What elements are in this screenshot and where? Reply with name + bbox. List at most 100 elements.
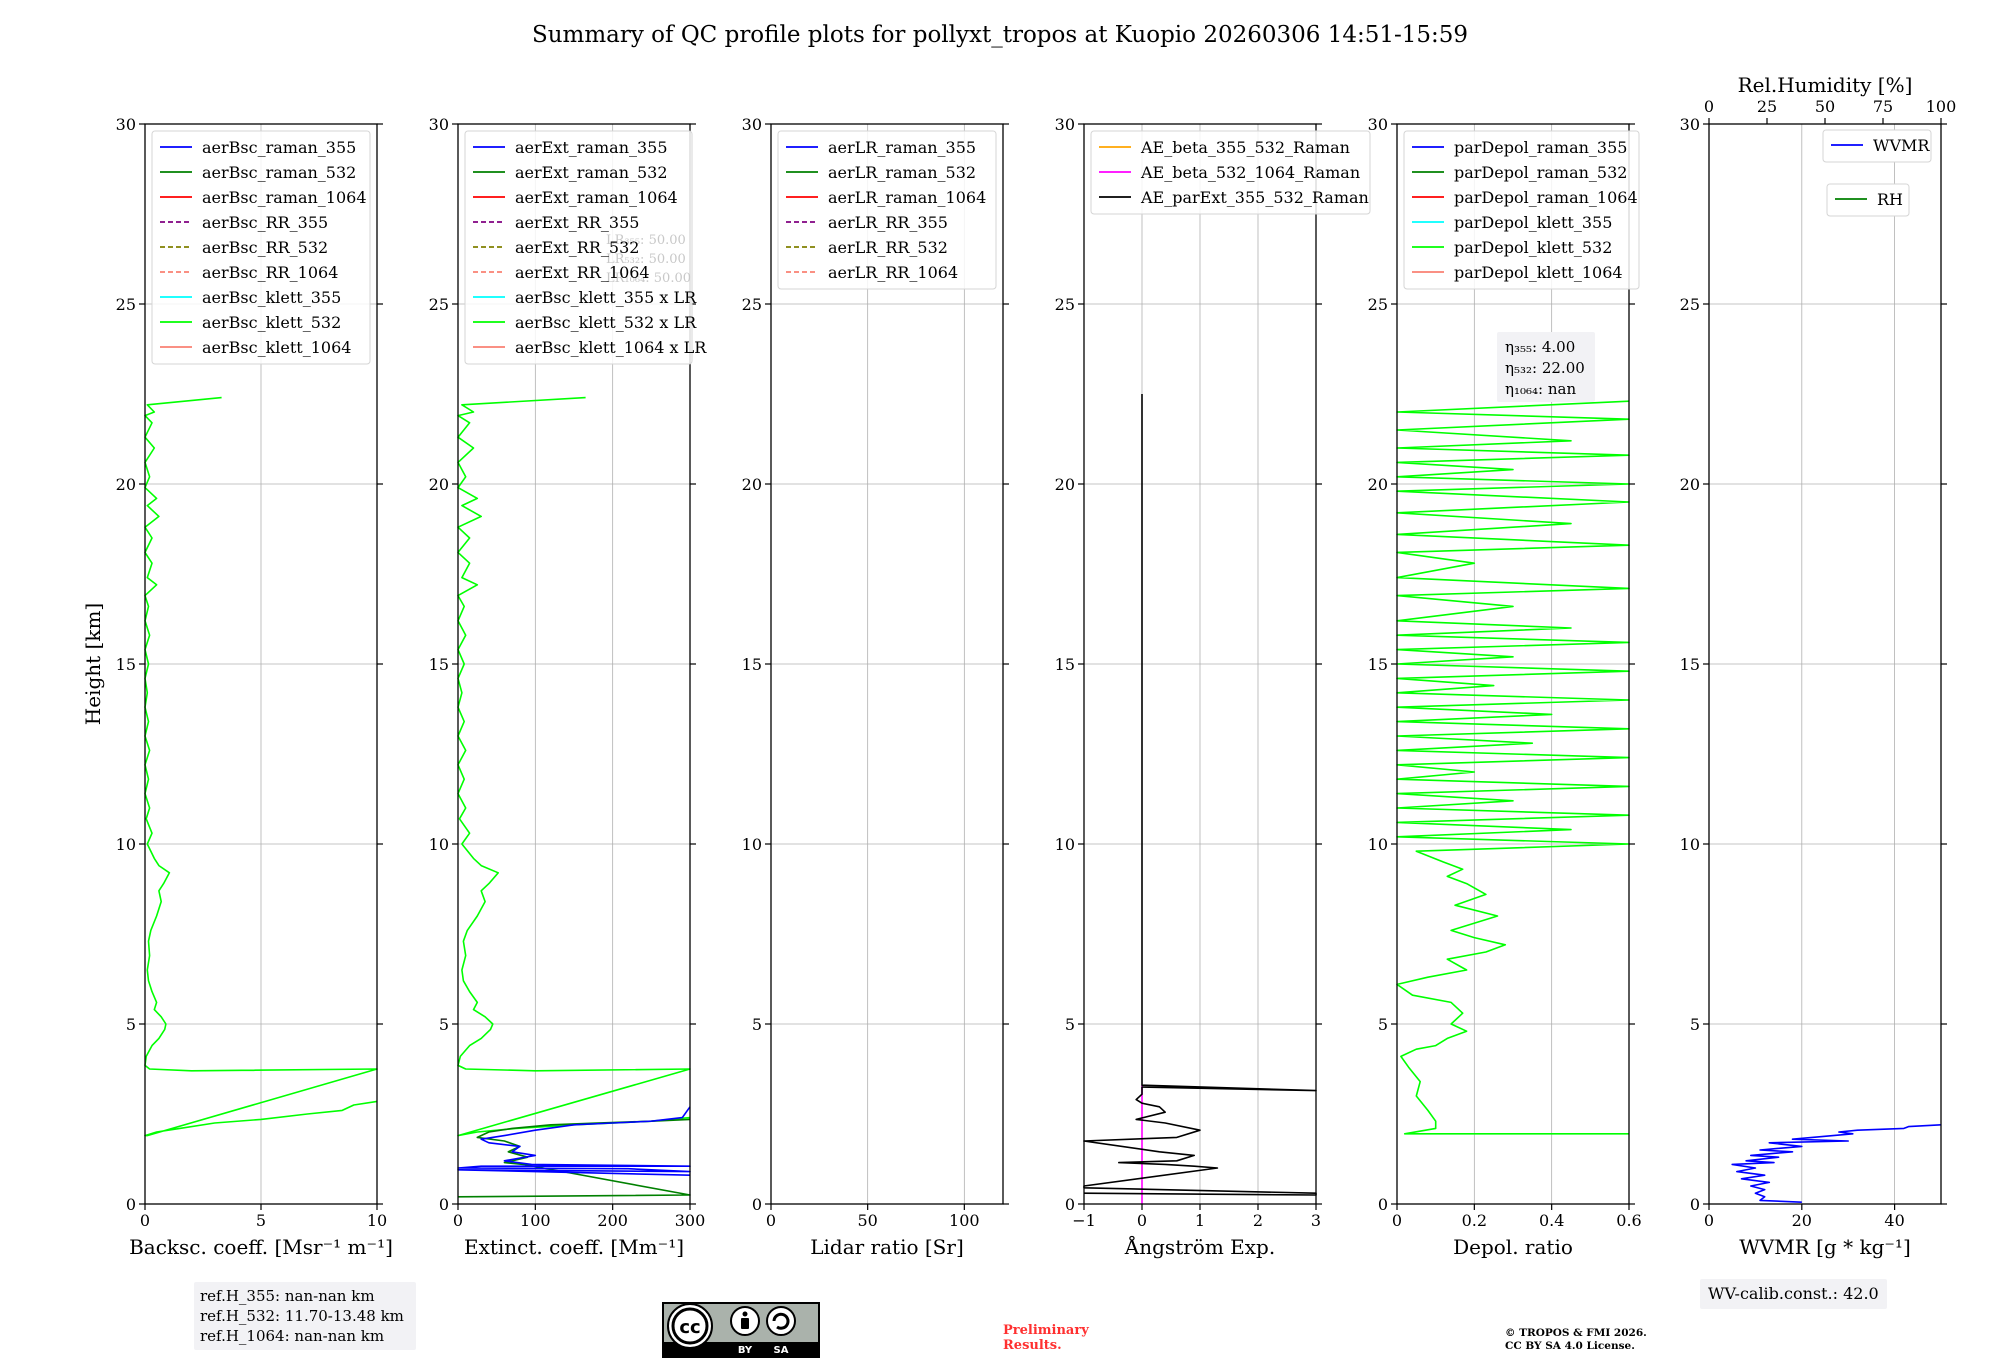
panel-1 <box>139 123 383 1210</box>
panel-4 <box>1078 123 1371 1210</box>
preliminary-results-note: Preliminary Results. <box>1003 1323 1089 1353</box>
legend-box <box>1403 130 1640 290</box>
legend-label: parDepol_raman_355 <box>1454 138 1627 157</box>
y-tick-label: 15 <box>742 655 762 674</box>
x-tick-label: −1 <box>1072 1211 1096 1230</box>
panel-6 <box>1703 118 1947 1210</box>
legend-label: aerLR_RR_1064 <box>828 263 958 282</box>
x-axis-label: Backsc. coeff. [Msr⁻¹ m⁻¹] <box>129 1235 393 1259</box>
y-tick-label: 25 <box>116 295 136 314</box>
legend-label: aerExt_raman_532 <box>515 163 668 182</box>
y-tick-label: 10 <box>1680 835 1700 854</box>
legend-label: AE_beta_532_1064_Raman <box>1140 163 1360 182</box>
x-tick-label: 300 <box>675 1211 706 1230</box>
legend-label: AE_parExt_355_532_Raman <box>1140 188 1369 207</box>
legend-label: aerBsc_klett_355 x LR <box>515 288 697 307</box>
y-tick-label: 5 <box>752 1015 762 1034</box>
legend-label: aerBsc_raman_532 <box>202 163 356 182</box>
x-axis-label: Lidar ratio [Sr] <box>810 1235 964 1259</box>
y-tick-label: 15 <box>1055 655 1075 674</box>
series-line-aerBsc_klett_532 x LR <box>457 396 691 1137</box>
y-tick-label: 0 <box>1690 1195 1700 1214</box>
x2-axis-label: Rel.Humidity [%] <box>1738 73 1913 97</box>
y-tick-label: 20 <box>1055 475 1075 494</box>
x-tick-label: 0 <box>140 1211 150 1230</box>
x-tick-label: 1 <box>1195 1211 1205 1230</box>
y-tick-label: 30 <box>429 115 449 134</box>
ref-line-1064: ref.H_1064: nan-nan km <box>200 1327 385 1345</box>
x-tick-label: 0 <box>1137 1211 1147 1230</box>
legend-label: aerBsc_klett_532 <box>202 313 341 332</box>
y-tick-label: 0 <box>1378 1195 1388 1214</box>
y-tick-label: 20 <box>742 475 762 494</box>
x-tick-label: 0 <box>766 1211 776 1230</box>
y-tick-label: 5 <box>1065 1015 1075 1034</box>
x-tick-label: 40 <box>1884 1211 1904 1230</box>
preliminary-line-1: Preliminary <box>1003 1323 1089 1338</box>
y-tick-label: 10 <box>742 835 762 854</box>
y-tick-label: 20 <box>116 475 136 494</box>
x-tick-label: 5 <box>256 1211 266 1230</box>
series-line-aerExt_raman_532 <box>457 1118 691 1198</box>
y-tick-label: 30 <box>742 115 762 134</box>
legend-label: parDepol_raman_532 <box>1454 163 1627 182</box>
y-tick-label: 15 <box>1680 655 1700 674</box>
copyright-line-2: CC BY SA 4.0 License. <box>1505 1340 1635 1352</box>
legend-label: aerBsc_klett_532 x LR <box>515 313 697 332</box>
legend-label: aerExt_RR_1064 <box>515 263 650 282</box>
x-axis-label: Ångström Exp. <box>1124 1234 1275 1259</box>
panel-2 <box>452 123 696 1210</box>
y-tick-label: 0 <box>1065 1195 1075 1214</box>
y-tick-label: 25 <box>429 295 449 314</box>
legend-label: aerBsc_klett_1064 <box>202 338 351 357</box>
legend-label: aerLR_raman_355 <box>828 138 976 157</box>
x2-tick-label: 75 <box>1873 97 1893 116</box>
legend-box <box>1826 183 1910 217</box>
legend-label: aerExt_RR_532 <box>515 238 639 257</box>
y-axis-label: Height [km] <box>81 603 105 725</box>
y-tick-label: 5 <box>439 1015 449 1034</box>
lidar-ratio-annotation: LR₅₃₂: 50.00 <box>606 252 686 267</box>
y-tick-label: 25 <box>1368 295 1388 314</box>
legend-box <box>151 130 371 365</box>
legend-label: aerExt_raman_355 <box>515 138 668 157</box>
legend-label: aerBsc_raman_1064 <box>202 188 367 207</box>
y-tick-label: 5 <box>126 1015 136 1034</box>
series-line-aerExt_raman_355 <box>457 1106 691 1176</box>
y-tick-label: 20 <box>1368 475 1388 494</box>
x-tick-label: 0.4 <box>1539 1211 1564 1230</box>
x2-tick-label: 50 <box>1815 97 1835 116</box>
series-line-parDepol_klett_532 <box>1396 400 1630 1135</box>
legend-label: aerLR_RR_532 <box>828 238 948 257</box>
y-tick-label: 15 <box>116 655 136 674</box>
legend-label: aerBsc_klett_355 <box>202 288 341 307</box>
y-tick-label: 10 <box>1368 835 1388 854</box>
x-tick-label: 10 <box>367 1211 387 1230</box>
y-tick-label: 5 <box>1378 1015 1388 1034</box>
legend-label: WVMR <box>1873 136 1930 155</box>
eta-annotation-line: η₃₅₅: 4.00 <box>1505 338 1575 356</box>
eta-annotation-box <box>1497 332 1595 402</box>
series-line-AE_parExt_355_532_Raman <box>1083 394 1317 1196</box>
series-line-WVMR <box>1731 1124 1942 1203</box>
wv-calibration-box: WV-calib.const.: 42.0 <box>1700 1279 1887 1309</box>
y-tick-label: 15 <box>429 655 449 674</box>
by-label: BY <box>738 1345 753 1356</box>
legend-label: aerLR_raman_1064 <box>828 188 986 207</box>
legend-label: aerBsc_RR_355 <box>202 213 328 232</box>
x-tick-label: 200 <box>597 1211 628 1230</box>
y-tick-label: 10 <box>429 835 449 854</box>
x-tick-label: 0.2 <box>1462 1211 1487 1230</box>
legend-label: aerBsc_raman_355 <box>202 138 356 157</box>
x2-tick-label: 25 <box>1757 97 1777 116</box>
y-tick-label: 25 <box>742 295 762 314</box>
y-tick-label: 30 <box>1055 115 1075 134</box>
y-tick-label: 25 <box>1680 295 1700 314</box>
x2-tick-label: 100 <box>1926 97 1957 116</box>
y-tick-label: 30 <box>1368 115 1388 134</box>
panel-5 <box>1391 123 1640 1210</box>
eta-annotation-line: η₁₀₆₄: nan <box>1505 380 1576 398</box>
x-tick-label: 0 <box>453 1211 463 1230</box>
legend-label: aerBsc_RR_1064 <box>202 263 338 282</box>
